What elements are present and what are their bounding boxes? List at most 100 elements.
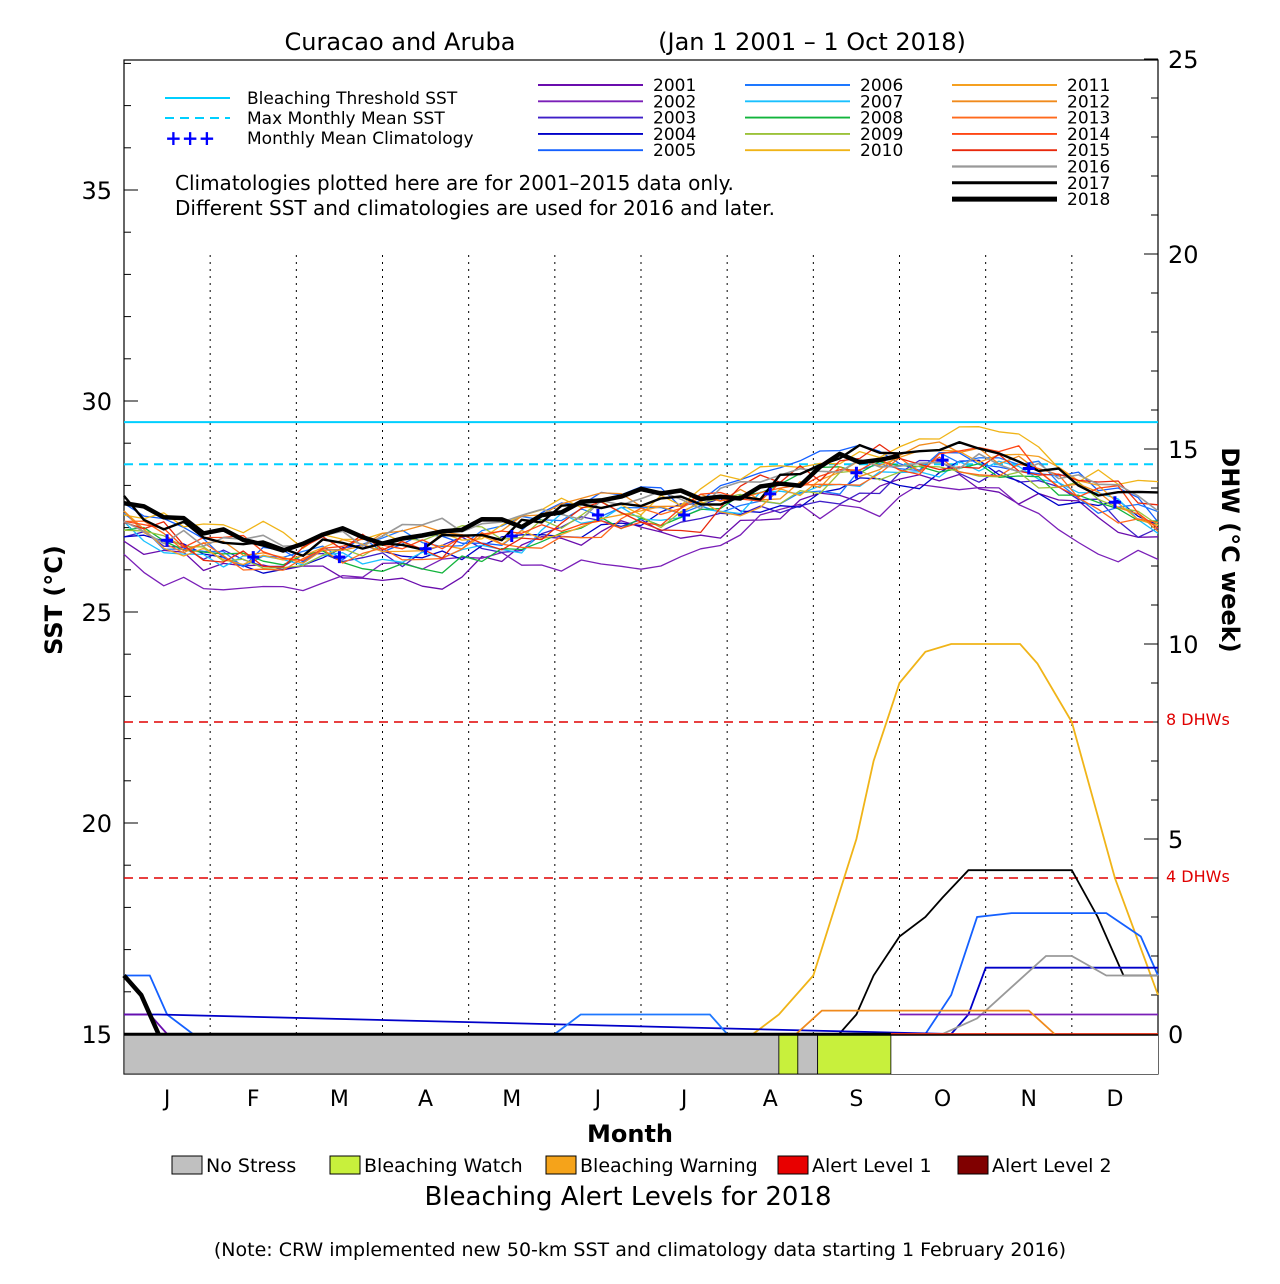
dhw-tick-label: 5 [1168, 826, 1183, 854]
climatology-marker [678, 508, 691, 521]
chart-title: Curacao and Aruba [285, 28, 516, 56]
sst-line-2009 [123, 465, 1159, 569]
alert-legend-label: No Stress [206, 1155, 296, 1177]
month-label: D [1106, 1087, 1123, 1112]
legend-label: Max Monthly Mean SST [247, 109, 445, 129]
dhw-tick-label: 0 [1168, 1021, 1183, 1049]
sst-tick-label: 20 [81, 810, 112, 838]
year-legend-label: 2006 [860, 76, 903, 96]
month-label: S [849, 1087, 863, 1112]
year-legend-label: 2007 [860, 92, 903, 112]
alert-legend-swatch [329, 1155, 361, 1175]
footnote: (Note: CRW implemented new 50-km SST and… [214, 1239, 1066, 1261]
climatology-note-1: Climatologies plotted here are for 2001–… [175, 171, 734, 195]
alert-bar-segment [797, 1034, 819, 1075]
year-legend-label: 2014 [1067, 125, 1110, 145]
sst-tick-label: 35 [81, 177, 112, 205]
dhw-line-2018 [122, 974, 161, 1035]
dhw-line-2016 [124, 955, 1158, 1035]
year-legend-label: 2005 [653, 141, 696, 161]
alert-bar-segment [123, 1034, 780, 1075]
month-label: A [763, 1087, 778, 1112]
dhw-line-2017 [813, 869, 1158, 1035]
dhw-line-2004 [124, 966, 1158, 1035]
sst-line-2012 [123, 441, 1159, 564]
y-axis-left-title: SST (°C) [40, 545, 68, 655]
year-legend-label: 2012 [1067, 92, 1110, 112]
legend-climatology-swatch: +++ [165, 126, 215, 150]
alert-legend-label: Bleaching Warning [580, 1155, 758, 1177]
legend-label: Monthly Mean Climatology [247, 129, 474, 149]
month-label: N [1021, 1087, 1037, 1112]
alert-legend-swatch [957, 1155, 989, 1175]
year-legend-label: 2016 [1067, 158, 1110, 178]
sst-line-2011 [123, 449, 1159, 566]
dhw-line-2013 [795, 1009, 1056, 1035]
climatology-marker [333, 551, 346, 564]
climatology-marker [419, 542, 432, 555]
sst-line-2013 [123, 456, 1159, 571]
alert-bar-segment [817, 1034, 892, 1075]
climatology-note-2: Different SST and climatologies are used… [175, 196, 775, 220]
month-label: M [330, 1087, 349, 1112]
year-legend-label: 2002 [653, 92, 696, 112]
dhw-tick-label: 20 [1168, 241, 1199, 269]
plot-area-group [122, 58, 1159, 1075]
sst-line-2018 [123, 451, 900, 553]
alert-legend-swatch [171, 1155, 203, 1175]
sst-tick-label: 25 [81, 599, 112, 627]
dhw-tick-label: 15 [1168, 436, 1199, 464]
alert-bar-segment [778, 1034, 799, 1075]
climatology-marker [764, 487, 777, 500]
dhw-line-2001 [124, 1013, 168, 1035]
climatology-marker [1022, 462, 1035, 475]
month-label: A [418, 1087, 433, 1112]
dhw-tick-label: 10 [1168, 631, 1199, 659]
month-label: F [247, 1087, 260, 1112]
climatology-marker [850, 466, 863, 479]
year-legend-label: 2011 [1067, 76, 1110, 96]
dhw-8-label: 8 DHWs [1166, 710, 1230, 729]
alert-legend-title: Bleaching Alert Levels for 2018 [424, 1182, 831, 1212]
climatology-marker [591, 508, 604, 521]
alert-legend-swatch [777, 1155, 809, 1175]
year-legend-label: 2010 [860, 141, 903, 161]
chart-date-range: (Jan 1 2001 – 1 Oct 2018) [658, 28, 966, 56]
year-legend-label: 2018 [1067, 190, 1110, 210]
month-label: O [934, 1087, 951, 1112]
climatology-marker [936, 454, 949, 467]
year-legend-label: 2015 [1067, 141, 1110, 161]
dhw-line-2005 [124, 912, 1159, 1035]
dhw-tick-label: 25 [1168, 46, 1199, 74]
alert-legend-label: Alert Level 2 [992, 1155, 1112, 1177]
climatology-marker [1108, 496, 1121, 509]
month-label: J [162, 1087, 171, 1112]
alert-legend-label: Bleaching Watch [364, 1155, 523, 1177]
climatology-marker [505, 530, 518, 543]
year-legend-label: 2013 [1067, 109, 1110, 129]
sst-tick-label: 15 [81, 1021, 112, 1049]
y-axis-right-title: DHW (°C week) [1216, 447, 1244, 652]
sst-line-2008 [123, 461, 1159, 574]
year-legend-label: 2004 [653, 125, 696, 145]
year-legend-label: 2017 [1067, 174, 1110, 194]
sst-line-2017 [123, 441, 1159, 557]
sst-tick-label: 30 [81, 388, 112, 416]
month-label: M [502, 1087, 521, 1112]
year-legend-label: 2009 [860, 125, 903, 145]
year-legend-label: 2003 [653, 109, 696, 129]
climatology-marker [161, 534, 174, 547]
dhw-4-label: 4 DHWs [1166, 867, 1230, 886]
sst-line-2002 [123, 483, 1159, 592]
year-legend-label: 2001 [653, 76, 696, 96]
climatology-marker [247, 551, 260, 564]
sst-line-2010 [123, 426, 1159, 552]
month-label: J [679, 1087, 688, 1112]
x-axis-title: Month [587, 1120, 673, 1148]
alert-legend-swatch [545, 1155, 577, 1175]
dhw-line-2007 [554, 1013, 728, 1035]
month-label: J [593, 1087, 602, 1112]
dhw-line-2010 [752, 643, 1159, 1035]
